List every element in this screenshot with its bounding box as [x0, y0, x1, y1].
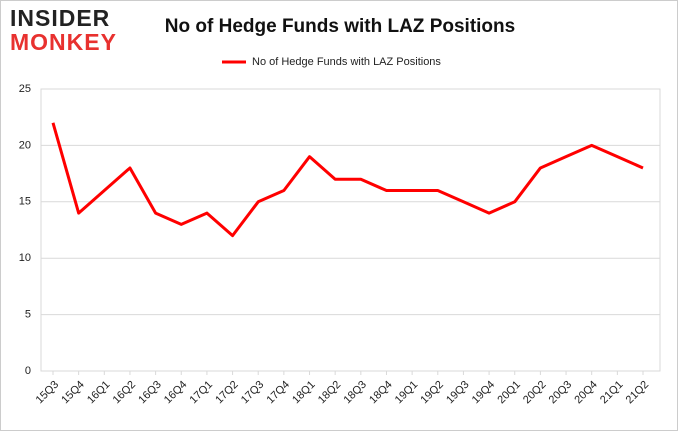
x-tick-label: 20Q2 — [521, 379, 549, 407]
y-tick-label: 5 — [25, 309, 31, 321]
x-tick-label: 16Q1 — [85, 379, 113, 407]
x-tick-label: 16Q2 — [111, 379, 139, 407]
x-tick-label: 15Q3 — [34, 379, 62, 407]
x-tick-label: 18Q1 — [290, 379, 318, 407]
x-tick-label: 18Q3 — [341, 379, 369, 407]
logo-line2: MONKEY — [10, 29, 117, 55]
x-tick-label: 17Q2 — [213, 379, 241, 407]
y-tick-label: 10 — [19, 252, 31, 264]
chart-title: No of Hedge Funds with LAZ Positions — [165, 16, 515, 37]
x-tick-label: 20Q3 — [547, 379, 575, 407]
y-tick-label: 0 — [25, 365, 31, 377]
y-tick-label: 20 — [19, 139, 31, 151]
x-tick-label: 19Q2 — [418, 379, 446, 407]
legend-label: No of Hedge Funds with LAZ Positions — [252, 56, 441, 68]
logo-line1: INSIDER — [10, 5, 110, 31]
x-tick-label: 18Q2 — [316, 379, 344, 407]
x-tick-label: 21Q1 — [598, 379, 626, 407]
x-tick-label: 20Q4 — [572, 379, 600, 407]
x-tick-label: 17Q1 — [188, 379, 216, 407]
x-tick-label: 19Q4 — [470, 379, 498, 407]
x-tick-label: 17Q3 — [239, 379, 267, 407]
x-tick-label: 16Q3 — [136, 379, 164, 407]
x-tick-label: 18Q4 — [367, 379, 395, 407]
y-tick-label: 15 — [19, 196, 31, 208]
series-line — [51, 122, 644, 238]
x-tick-label: 20Q1 — [495, 379, 523, 407]
x-tick-label: 17Q4 — [265, 379, 293, 407]
x-tick-label: 16Q4 — [162, 379, 190, 407]
plot-area — [40, 88, 661, 372]
x-tick-label: 15Q4 — [59, 379, 87, 407]
x-tick-label: 21Q2 — [624, 379, 652, 407]
y-tick-label: 25 — [19, 83, 31, 95]
x-tick-label: 19Q1 — [393, 379, 421, 407]
x-tick-label: 19Q3 — [444, 379, 472, 407]
